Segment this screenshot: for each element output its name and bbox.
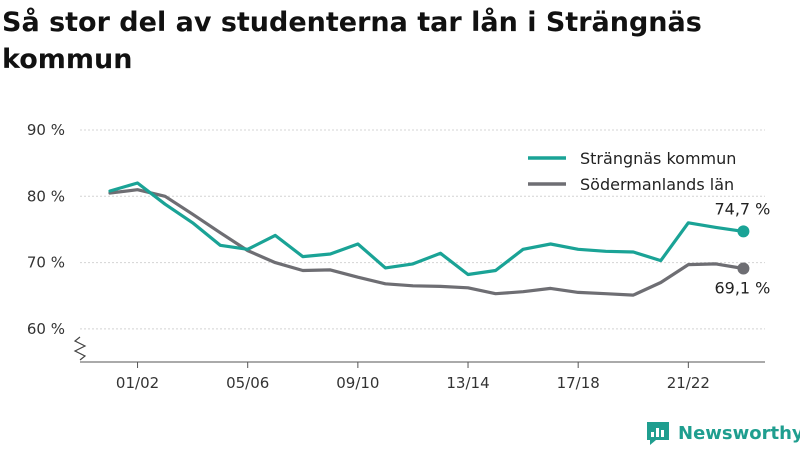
y-tick-label: 70 %	[27, 254, 65, 272]
x-tick-label: 13/14	[446, 374, 489, 392]
newsworthy-logo-icon	[647, 422, 669, 445]
chart-title: Så stor del av studenterna tar lån i Str…	[2, 7, 702, 75]
x-tick-label: 09/10	[336, 374, 379, 392]
x-tick-label: 01/02	[116, 374, 159, 392]
x-axis	[73, 336, 765, 363]
x-tick-label: 05/06	[226, 374, 269, 392]
legend: Strängnäs kommun Södermanlands län	[528, 149, 736, 194]
series-end-label-0: 74,7 %	[714, 199, 770, 218]
x-tick-label: 17/18	[557, 374, 600, 392]
brand-logo: Newsworthy	[644, 418, 800, 448]
series-end-markers: 74,7 % 69,1 %	[714, 199, 770, 297]
series-line-1	[108, 188, 746, 297]
axis-break-mark	[73, 336, 87, 361]
brand-name: Newsworthy	[678, 422, 800, 444]
x-tick-label: 21/22	[667, 374, 710, 392]
series-end-dot-1	[737, 262, 750, 275]
y-tick-label: 60 %	[27, 320, 65, 338]
y-axis-ticks: 60 % 70 % 80 % 90 %	[27, 121, 65, 338]
x-axis-ticks: 01/02 05/06 09/10 13/14 17/18 21/22	[116, 362, 710, 392]
series-line-0	[108, 181, 746, 277]
series-lines	[108, 181, 746, 297]
y-tick-label: 80 %	[27, 187, 65, 205]
series-end-dot-0	[737, 225, 750, 238]
legend-label: Strängnäs kommun	[580, 149, 736, 168]
y-tick-label: 90 %	[27, 121, 65, 139]
legend-label: Södermanlands län	[580, 175, 734, 194]
series-end-label-1: 69,1 %	[714, 279, 770, 298]
